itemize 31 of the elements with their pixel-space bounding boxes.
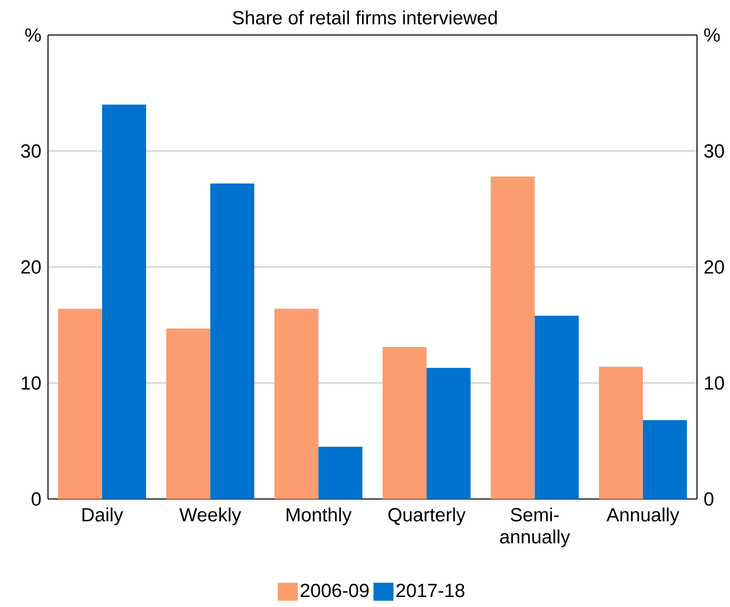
y-tick-label: % — [25, 28, 41, 42]
y-tick-label: 0 — [32, 492, 41, 506]
legend-label: 2006-09 — [300, 584, 369, 598]
bar — [642, 420, 687, 499]
chart-title: Share of retail firms interviewed — [232, 10, 497, 24]
bar — [318, 446, 362, 499]
bar — [166, 328, 210, 499]
bar — [102, 104, 146, 499]
x-tick-label: Monthly — [286, 508, 352, 526]
bar — [534, 316, 579, 499]
y-tick-label: 10 — [22, 376, 41, 390]
y-tick-label: 20 — [21, 260, 41, 274]
x-tick-label: Weekly — [179, 508, 242, 526]
x-tick-label: Semi-annually — [500, 508, 570, 548]
bar — [490, 176, 535, 499]
bar — [274, 308, 318, 499]
legend-label: 2017-18 — [396, 584, 464, 598]
y2-tick-label: 0 — [704, 492, 714, 506]
bar — [382, 347, 427, 499]
bar — [426, 368, 471, 499]
y2-tick-label: 20 — [704, 260, 724, 274]
y-tick-label: 30 — [21, 144, 41, 158]
y2-tick-label: 10 — [704, 376, 724, 390]
x-tick-label: Annually — [606, 508, 680, 526]
y2-tick-label: 30 — [704, 144, 724, 158]
x-tick-label: Daily — [82, 508, 124, 526]
bar — [58, 308, 102, 499]
bar — [598, 366, 643, 499]
x-tick-label: Quarterly — [388, 508, 466, 526]
bar — [210, 183, 254, 499]
y2-tick-label: % — [704, 28, 720, 42]
